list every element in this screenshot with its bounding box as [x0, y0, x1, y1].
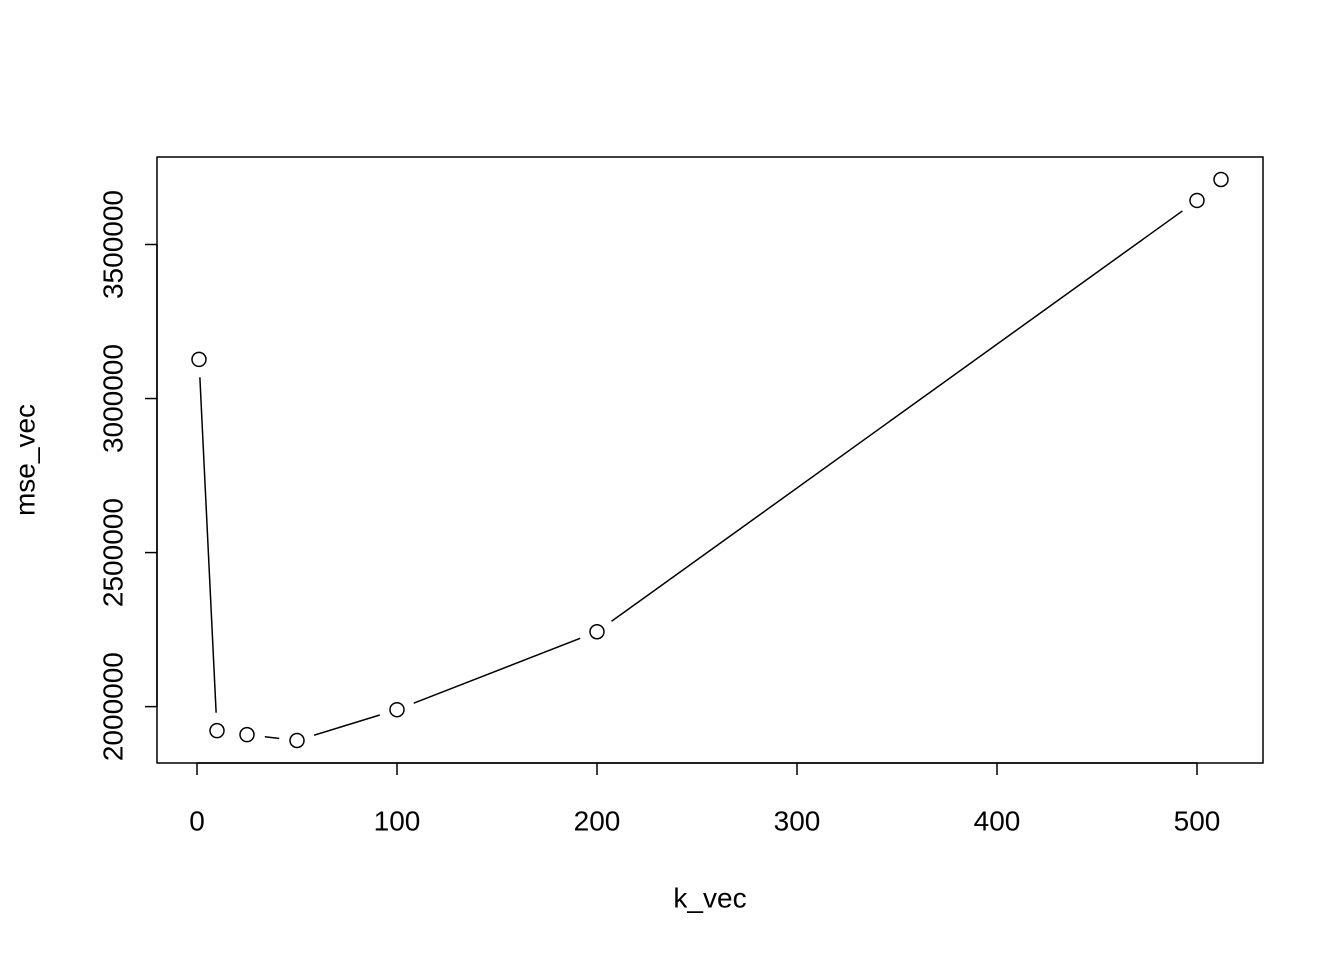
x-tick-label: 400	[974, 805, 1021, 836]
y-axis-label: mse_vec	[9, 404, 40, 516]
x-tick-label: 100	[374, 805, 421, 836]
y-tick-label: 2500000	[97, 498, 128, 607]
x-tick-label: 500	[1174, 805, 1221, 836]
plot-box	[156, 156, 1264, 764]
point	[589, 624, 605, 640]
y-tick-label: 3500000	[97, 190, 128, 299]
x-tick-label: 300	[774, 805, 821, 836]
point	[191, 351, 207, 368]
x-tick-label: 200	[574, 805, 621, 836]
point	[239, 726, 255, 743]
y-tick-label: 2000000	[97, 652, 128, 761]
x-axis-label: k_vec	[673, 882, 746, 913]
point	[389, 701, 405, 718]
y-tick-label: 3000000	[97, 344, 128, 453]
point	[1189, 192, 1205, 209]
point	[289, 732, 305, 749]
point	[1213, 171, 1229, 188]
x-tick-label: 0	[189, 805, 205, 836]
point	[209, 722, 225, 739]
series-line	[198, 178, 1222, 742]
